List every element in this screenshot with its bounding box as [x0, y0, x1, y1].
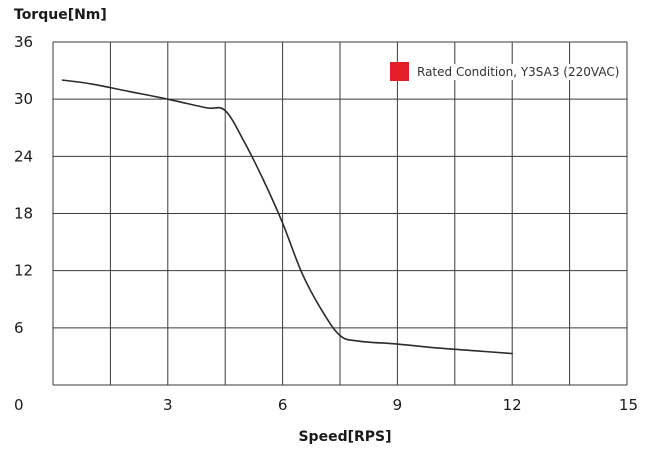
y-tick-label: 18 [14, 205, 33, 223]
y-tick-label: 12 [14, 262, 33, 280]
series-line [61, 79, 513, 355]
y-tick-label: 24 [14, 147, 33, 165]
legend-background [415, 64, 622, 80]
legend-label: Rated Condition, Y3SA3 (220VAC) [417, 65, 619, 79]
y-axis-title: Torque[Nm] [14, 7, 107, 23]
legend: Rated Condition, Y3SA3 (220VAC) [390, 62, 622, 81]
y-tick-label: 30 [14, 90, 33, 108]
x-tick-label: 9 [393, 396, 403, 414]
x-tick-label: 6 [278, 396, 288, 414]
y-tick-label: 6 [14, 319, 24, 337]
x-tick-label: 12 [503, 396, 522, 414]
y-tick-label: 36 [14, 33, 33, 51]
legend-marker [390, 62, 409, 81]
x-tick-label: 15 [619, 396, 638, 414]
x-tick-label: 3 [163, 396, 173, 414]
series-layer [61, 79, 513, 355]
x-tick-label: 0 [14, 396, 24, 414]
x-axis-title: Speed[RPS] [298, 429, 391, 445]
grid [52, 41, 628, 386]
